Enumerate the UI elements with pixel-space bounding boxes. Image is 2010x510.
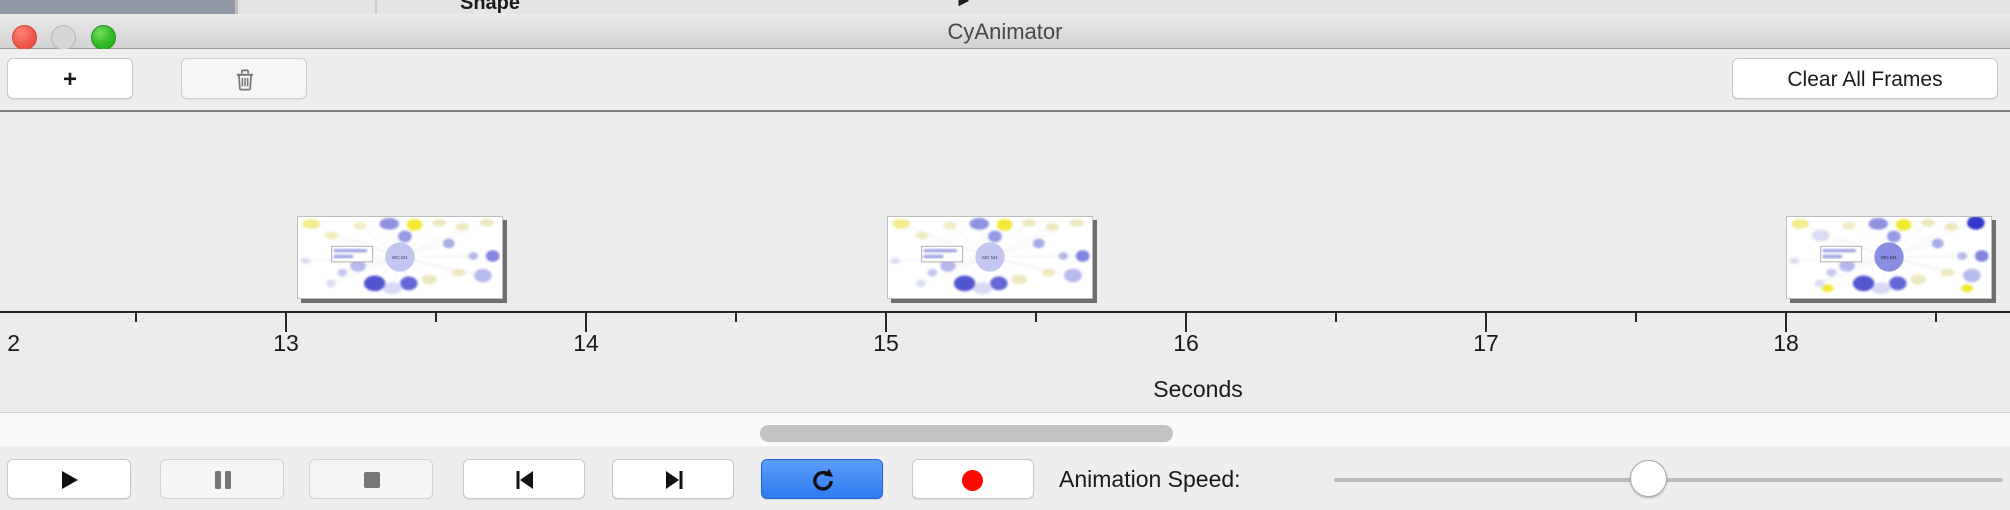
svg-text:MC M1: MC M1 (392, 255, 408, 261)
svg-text:MC M1: MC M1 (1881, 255, 1897, 261)
svg-text:MC M1: MC M1 (982, 255, 998, 261)
